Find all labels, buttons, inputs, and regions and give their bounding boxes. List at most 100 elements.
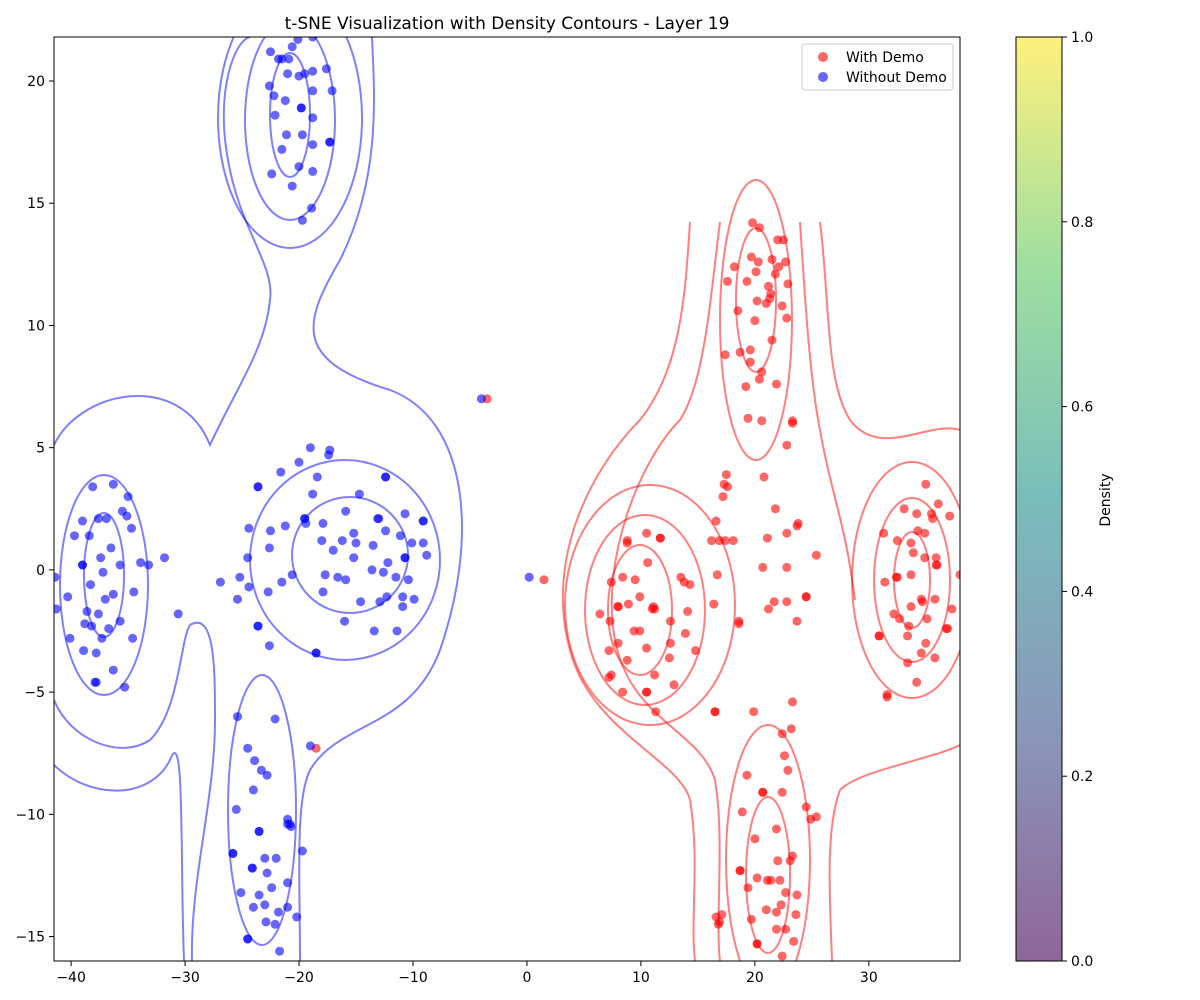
data-point — [144, 560, 154, 570]
data-point — [120, 682, 130, 692]
data-point — [713, 919, 723, 929]
data-point — [762, 875, 772, 885]
data-point — [283, 878, 293, 888]
data-point — [781, 888, 791, 898]
data-point — [312, 472, 322, 482]
data-point — [879, 528, 889, 538]
colorbar-tick-label: 0.4 — [1071, 584, 1093, 600]
data-point — [368, 540, 378, 550]
data-point — [920, 553, 930, 563]
data-point — [782, 528, 792, 538]
data-point — [746, 252, 756, 262]
data-point — [930, 653, 940, 663]
data-point — [720, 350, 730, 360]
data-point — [136, 558, 146, 568]
x-tick-label: 20 — [746, 970, 764, 986]
data-point — [595, 609, 605, 619]
data-point — [921, 479, 931, 489]
data-point — [613, 638, 623, 648]
data-point — [683, 606, 693, 616]
data-point — [782, 597, 792, 607]
data-point — [422, 550, 432, 560]
data-point — [928, 514, 938, 524]
data-point — [758, 562, 768, 572]
data-point — [764, 281, 773, 291]
data-point — [748, 218, 758, 228]
x-tick-label: −10 — [398, 970, 428, 986]
data-point — [792, 521, 802, 531]
data-point — [418, 538, 428, 548]
data-point — [297, 846, 307, 856]
data-point — [721, 470, 731, 480]
legend-box — [801, 43, 954, 91]
data-point — [906, 602, 916, 612]
data-point — [757, 416, 767, 426]
data-point — [333, 572, 343, 582]
data-point — [80, 619, 90, 629]
data-point — [776, 900, 786, 910]
data-point — [780, 751, 789, 761]
data-point — [381, 526, 391, 536]
data-point — [287, 570, 297, 580]
data-point — [341, 575, 351, 585]
colorbar-tick-label: 0.0 — [1071, 954, 1093, 970]
data-point — [340, 616, 350, 626]
data-point — [86, 580, 95, 590]
data-point — [642, 528, 652, 538]
data-point — [930, 594, 940, 604]
data-point — [266, 47, 275, 57]
data-point — [285, 819, 295, 829]
data-point — [308, 140, 318, 150]
data-point — [892, 536, 902, 546]
data-point — [274, 54, 283, 64]
data-point — [378, 567, 388, 577]
data-point — [786, 724, 796, 734]
data-point — [476, 394, 486, 404]
data-point — [311, 648, 321, 658]
data-point — [743, 883, 753, 893]
data-point — [922, 614, 932, 624]
data-point — [769, 597, 779, 607]
data-point — [293, 37, 303, 44]
data-point — [244, 523, 254, 533]
data-point — [277, 144, 287, 154]
data-point — [767, 254, 777, 264]
data-point — [622, 538, 632, 548]
data-point — [691, 646, 701, 656]
data-point — [775, 875, 785, 885]
colorbar-tick-label: 0.8 — [1071, 215, 1093, 231]
data-point — [792, 616, 802, 626]
data-point — [236, 888, 246, 898]
data-point — [906, 538, 916, 548]
data-point — [782, 313, 792, 323]
data-point — [772, 907, 781, 917]
data-point — [719, 479, 729, 489]
data-point — [395, 531, 405, 541]
data-point — [122, 511, 132, 521]
y-axis: −15 −10 −5 0 5 10 15 20 — [15, 74, 54, 946]
data-point — [325, 137, 335, 147]
data-point — [931, 553, 941, 563]
data-point — [666, 638, 675, 648]
data-point — [267, 169, 277, 179]
data-point — [743, 413, 753, 423]
data-point — [244, 582, 254, 592]
data-point — [100, 594, 110, 604]
data-point — [215, 577, 225, 587]
data-point — [623, 599, 633, 609]
data-point — [320, 570, 330, 580]
data-point — [283, 902, 293, 912]
data-point — [605, 616, 615, 626]
data-point — [264, 641, 274, 651]
data-point — [791, 910, 801, 920]
data-point — [308, 66, 318, 76]
data-point — [912, 509, 922, 519]
data-point — [98, 567, 108, 577]
colorbar-tick-label: 0.6 — [1071, 400, 1093, 416]
data-point — [173, 609, 183, 619]
data-point — [123, 492, 133, 502]
data-point — [93, 514, 103, 524]
data-point — [243, 934, 253, 944]
data-point — [262, 868, 272, 878]
data-point — [723, 276, 732, 286]
